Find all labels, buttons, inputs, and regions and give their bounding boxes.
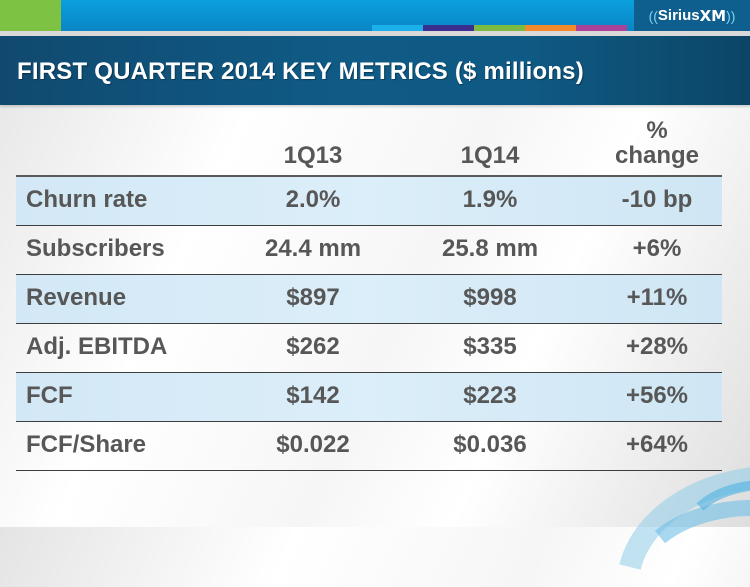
- row-label: FCF/Share: [26, 431, 147, 458]
- color-bar: [576, 25, 627, 31]
- cell-1q14: $998: [463, 284, 517, 311]
- column-header-1q14: 1Q14: [460, 142, 520, 169]
- cell-change: +28%: [625, 333, 689, 360]
- color-bars: [372, 25, 627, 31]
- signal-wave-left-icon: ((: [648, 7, 658, 24]
- cell-change: +64%: [625, 431, 689, 458]
- cell-1q13: $897: [286, 284, 340, 311]
- cell-change: +11%: [626, 284, 688, 311]
- divider-strip: [0, 31, 750, 36]
- column-header-percent-symbol: %: [646, 117, 668, 144]
- table-row-churn-rate: Churn rate 2.0% 1.9% -10 bp: [16, 175, 722, 226]
- table-row-fcf: FCF $142 $223 +56%: [16, 373, 722, 422]
- cell-1q13: 2.0%: [285, 186, 341, 213]
- color-bar: [474, 25, 525, 31]
- column-header-percent-change: % change: [582, 118, 732, 168]
- row-label: Adj. EBITDA: [26, 333, 168, 360]
- cell-1q14: 25.8 mm: [441, 235, 539, 262]
- title-bar: FIRST QUARTER 2014 KEY METRICS ($ millio…: [0, 36, 750, 105]
- cell-1q13: $0.022: [276, 431, 350, 458]
- cell-1q13: $262: [286, 333, 340, 360]
- color-bar: [525, 25, 576, 31]
- row-label: Revenue: [26, 284, 127, 311]
- cell-1q13: $142: [286, 382, 340, 409]
- row-label: Subscribers: [26, 235, 165, 262]
- column-header-change-word: change: [614, 142, 700, 169]
- signal-wave-right-icon: )): [726, 7, 736, 24]
- cell-1q14: 1.9%: [462, 186, 518, 213]
- green-accent-block: [0, 0, 61, 31]
- table-row-adj-ebitda: Adj. EBITDA $262 $335 +28%: [16, 324, 722, 373]
- cell-change: +6%: [632, 235, 682, 262]
- table-row-subscribers: Subscribers 24.4 mm 25.8 mm +6%: [16, 226, 722, 275]
- cell-1q14: $0.036: [453, 431, 527, 458]
- slide-title: FIRST QUARTER 2014 KEY METRICS ($ millio…: [17, 58, 584, 85]
- table-row-revenue: Revenue $897 $998 +11%: [16, 275, 722, 324]
- row-label: Churn rate: [26, 186, 148, 213]
- cell-change: +56%: [625, 382, 689, 409]
- logo-text-sirius: Sirius: [657, 7, 700, 24]
- key-metrics-table: 1Q13 1Q14 % change Churn rate 2.0% 1.9% …: [16, 110, 722, 471]
- color-bar: [423, 25, 474, 31]
- column-header-1q13: 1Q13: [283, 142, 343, 169]
- cell-1q14: $335: [463, 333, 517, 360]
- cell-1q14: $223: [463, 382, 517, 409]
- cell-1q13: 24.4 mm: [264, 235, 362, 262]
- cell-change: -10 bp: [621, 186, 693, 213]
- row-label: FCF: [26, 382, 73, 409]
- logo-text-xm: XM: [699, 6, 727, 25]
- siriusxm-logo: (( Sirius XM )): [634, 0, 750, 31]
- table-header: 1Q13 1Q14 % change: [16, 110, 722, 175]
- table-row-fcf-per-share: FCF/Share $0.022 $0.036 +64%: [16, 422, 722, 471]
- color-bar: [372, 25, 423, 31]
